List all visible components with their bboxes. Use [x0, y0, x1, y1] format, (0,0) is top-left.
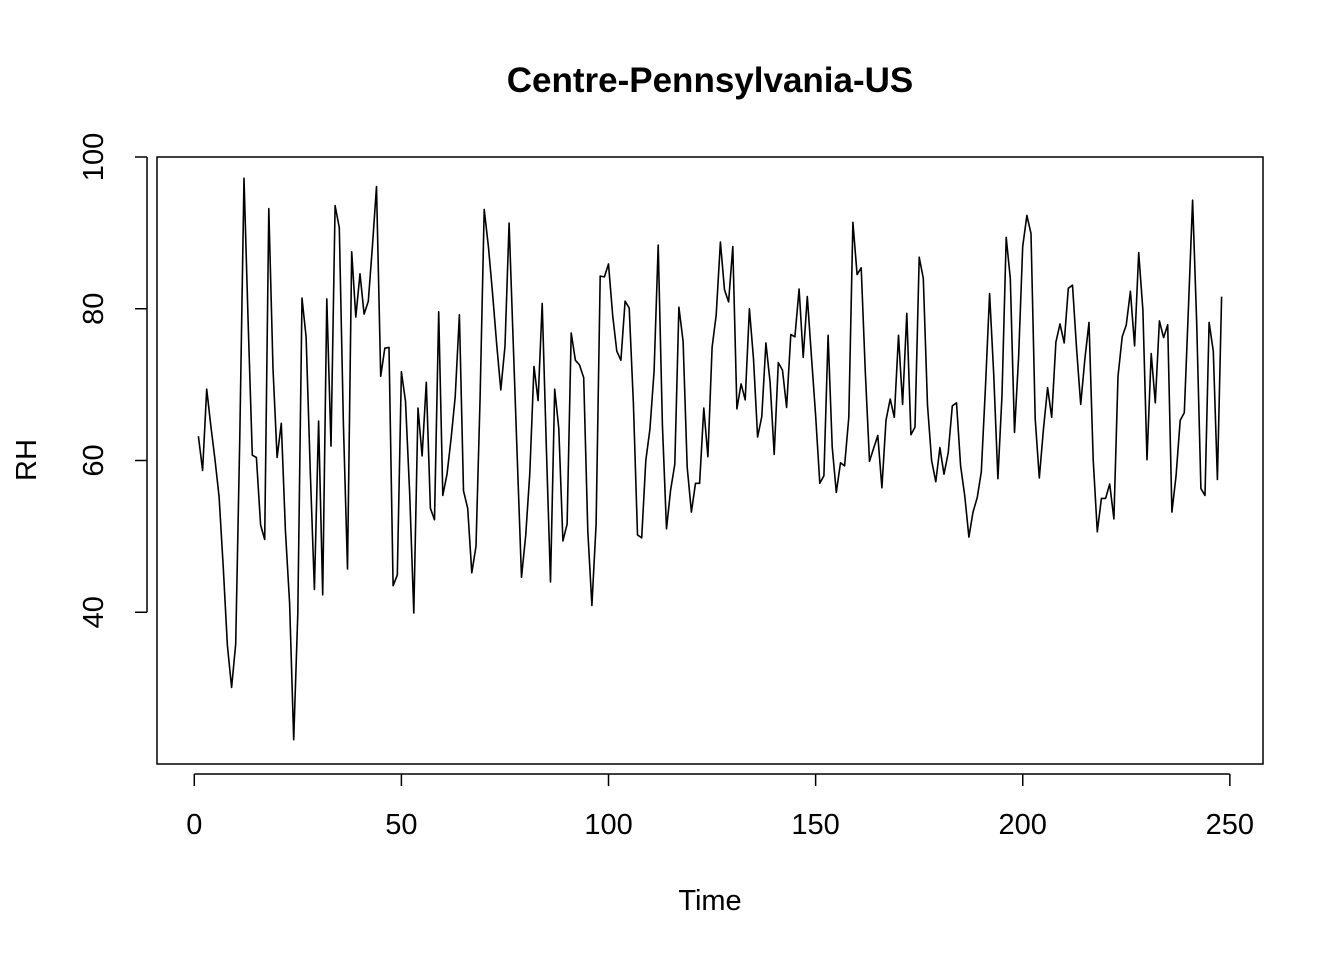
chart-title: Centre-Pennsylvania-US — [507, 61, 914, 100]
y-tick-label: 100 — [78, 133, 110, 181]
x-tick-label: 200 — [999, 809, 1047, 841]
x-axis-label: Time — [678, 885, 741, 917]
y-axis-label: RH — [11, 439, 43, 481]
x-tick-label: 100 — [584, 809, 632, 841]
y-axis: 40 60 80 100 — [78, 133, 148, 628]
x-tick-label: 150 — [791, 809, 839, 841]
x-tick-label: 50 — [385, 809, 417, 841]
x-axis: 0 50 100 150 200 250 — [186, 773, 1254, 841]
x-tick-label: 0 — [186, 809, 202, 841]
series-line-rh — [197, 177, 1223, 741]
x-tick-label: 250 — [1206, 809, 1254, 841]
y-tick-label: 40 — [78, 596, 110, 628]
plot-area-box — [156, 156, 1264, 765]
y-tick-label: 60 — [78, 444, 110, 476]
y-tick-label: 80 — [78, 293, 110, 325]
series-layer — [197, 177, 1223, 741]
